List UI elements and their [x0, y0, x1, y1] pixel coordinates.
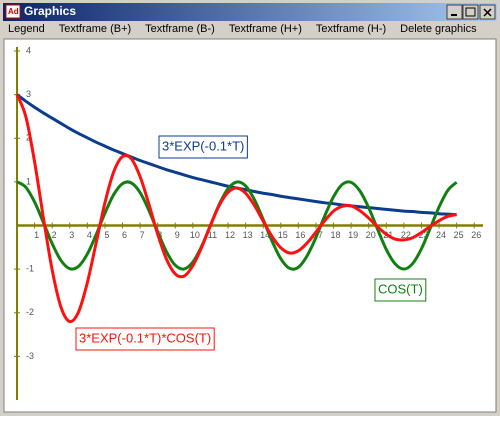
y-tick-label: 4 — [26, 45, 31, 55]
y-tick-label: -1 — [26, 264, 34, 274]
maximize-glyph — [465, 7, 476, 17]
x-tick-label: 24 — [436, 230, 446, 240]
series-line — [16, 180, 458, 271]
minimize-button[interactable] — [446, 4, 463, 20]
window-title: Graphics — [24, 4, 76, 18]
menu-item[interactable]: Textframe (H-) — [316, 23, 386, 35]
y-tick-label: -2 — [26, 307, 34, 317]
close-glyph — [483, 8, 492, 17]
x-tick-label: 5 — [104, 230, 109, 240]
x-tick-label: 12 — [225, 230, 235, 240]
x-tick-label: 2 — [52, 230, 57, 240]
x-tick-label: 19 — [348, 230, 358, 240]
x-tick-label: 18 — [331, 230, 341, 240]
x-tick-label: 14 — [260, 230, 270, 240]
menu-item[interactable]: Textframe (B+) — [59, 23, 131, 35]
series-label-box — [158, 135, 248, 159]
x-tick-label: 11 — [208, 230, 217, 240]
x-tick-label: 13 — [243, 230, 253, 240]
series-label: 3*EXP(-0.1*T) — [162, 138, 244, 153]
x-tick-label: 7 — [140, 230, 145, 240]
x-tick-label: 9 — [175, 230, 180, 240]
menu-item[interactable]: Delete graphics — [400, 23, 477, 35]
x-tick-label: 20 — [366, 230, 376, 240]
app-icon-glyph: Ad — [8, 7, 19, 16]
menu-bar: Legend Textframe (B+) Textframe (B-) Textfr… — [8, 23, 477, 35]
x-tick-label: 6 — [122, 230, 127, 240]
app-icon — [5, 4, 21, 19]
menu-item[interactable]: Textframe (B-) — [145, 23, 215, 35]
x-tick-label: 15 — [278, 230, 288, 240]
y-tick-label: 2 — [26, 133, 31, 143]
menu-item[interactable]: Legend — [8, 23, 45, 35]
y-tick-label: -3 — [26, 351, 34, 361]
menu-item[interactable]: Textframe (H+) — [229, 23, 302, 35]
series-label: COS(T) — [378, 281, 423, 296]
series-label-box — [374, 278, 427, 302]
x-tick-label: 26 — [471, 230, 481, 240]
window-buttons — [446, 4, 496, 20]
x-tick-label: 22 — [401, 230, 411, 240]
x-tick-label: 3 — [69, 230, 74, 240]
x-tick-label: 4 — [87, 230, 92, 240]
series-label-box — [75, 327, 215, 351]
x-tick-label: 25 — [454, 230, 464, 240]
series-line — [15, 94, 457, 324]
y-tick-label: 3 — [26, 89, 31, 99]
title-bar — [3, 3, 497, 21]
x-tick-label: 1 — [34, 230, 39, 240]
x-tick-label: 10 — [190, 230, 200, 240]
maximize-button[interactable] — [462, 4, 479, 20]
series-label: 3*EXP(-0.1*T)*COS(T) — [79, 330, 211, 345]
y-tick-label: 1 — [26, 176, 31, 186]
x-tick-label: 16 — [295, 230, 305, 240]
x-tick-label: 23 — [418, 230, 428, 240]
